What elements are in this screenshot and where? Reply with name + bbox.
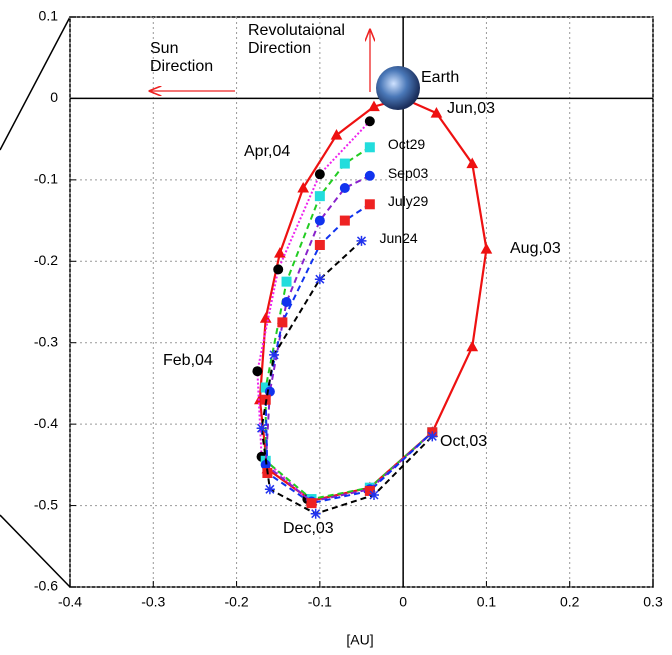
- annotation: Earth: [421, 69, 460, 86]
- marker: [356, 235, 367, 246]
- marker: [314, 240, 325, 250]
- annotation: Aug,03: [510, 240, 561, 257]
- x-tick-label: 0.1: [477, 594, 497, 610]
- marker: [480, 243, 493, 254]
- marker: [368, 489, 379, 500]
- marker: [310, 508, 321, 519]
- annotation: Sun Direction: [150, 40, 214, 75]
- marker: [297, 181, 310, 193]
- marker: [427, 431, 438, 442]
- annotation: Jun,03: [447, 100, 496, 117]
- marker: [252, 366, 263, 377]
- marker: [281, 297, 292, 307]
- x-tick-label: -0.3: [141, 594, 165, 610]
- x-tick-label: -0.1: [308, 594, 332, 610]
- marker: [314, 274, 325, 285]
- marker: [273, 264, 284, 275]
- marker: [314, 169, 325, 180]
- marker: [364, 170, 375, 181]
- series-label: Sep03: [387, 164, 429, 181]
- x-tick-label: 0: [399, 594, 407, 610]
- marker: [466, 157, 479, 169]
- y-tick-label: -0.4: [34, 415, 58, 431]
- x-tick-label: 0.2: [560, 594, 580, 610]
- plot-frame: [69, 16, 654, 588]
- marker: [339, 183, 350, 193]
- annotation: Dec,03: [283, 520, 334, 537]
- annotation: Oct,03: [440, 433, 488, 450]
- marker: [264, 484, 275, 495]
- series-label: July29: [387, 193, 429, 210]
- marker: [256, 423, 267, 434]
- series-line: [264, 174, 433, 503]
- marker: [269, 349, 280, 360]
- annotation: Feb,04: [163, 352, 213, 369]
- decor-line: [0, 514, 71, 588]
- y-tick-label: -0.1: [34, 171, 58, 187]
- x-tick-label: -0.2: [225, 594, 249, 610]
- y-tick-label: 0: [50, 89, 58, 105]
- marker: [430, 107, 443, 118]
- earth: [376, 66, 420, 110]
- x-tick-label: -0.4: [58, 594, 82, 610]
- marker: [277, 317, 288, 328]
- marker: [364, 116, 375, 127]
- marker: [339, 215, 350, 226]
- annotation: Apr,04: [244, 143, 291, 160]
- series-label: Jun24: [379, 229, 418, 246]
- marker: [330, 129, 343, 140]
- x-tick-label: 0.3: [643, 594, 663, 610]
- marker: [274, 247, 286, 258]
- series-label: Oct29: [387, 136, 426, 153]
- x-axis-label: [AU]: [346, 632, 373, 648]
- y-tick-label: 0.1: [39, 8, 59, 24]
- y-tick-label: -0.5: [34, 496, 58, 512]
- marker: [314, 215, 325, 226]
- series-line: [260, 240, 434, 515]
- annotation: Revolutaional Direction: [248, 22, 345, 57]
- decor-line: [0, 16, 71, 151]
- y-tick-label: -0.3: [34, 333, 58, 349]
- series-line: [264, 203, 433, 505]
- marker: [364, 142, 375, 153]
- marker: [364, 199, 375, 210]
- y-tick-label: -0.2: [34, 252, 58, 268]
- marker: [368, 100, 380, 112]
- marker: [281, 276, 292, 287]
- marker: [466, 340, 479, 352]
- marker: [339, 158, 350, 169]
- series-line: [256, 120, 371, 500]
- marker: [306, 498, 317, 509]
- marker: [314, 191, 325, 202]
- y-tick-label: -0.6: [34, 578, 58, 594]
